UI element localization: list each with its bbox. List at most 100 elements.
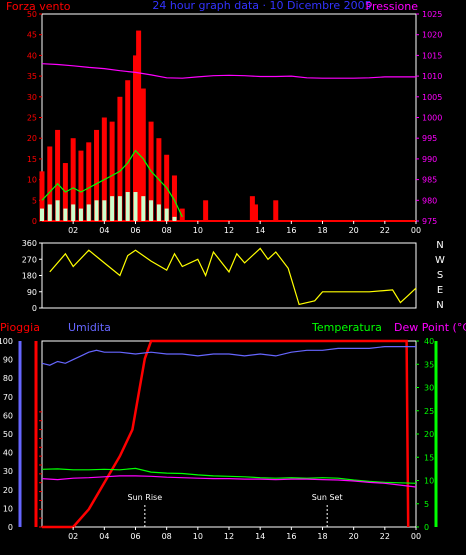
wind-bar (133, 192, 138, 221)
humidity-tick-label: 70 (3, 393, 13, 402)
temperature-tick-label: 10 (424, 477, 434, 486)
x-tick-label: 18 (317, 226, 327, 235)
wind-bar (171, 175, 177, 221)
x-tick-label: 16 (286, 532, 296, 541)
wind-bar (172, 216, 177, 221)
wind-bar (125, 192, 130, 221)
rain-humidity-temperature-panel: 01020304050607080901000510152025303540Su… (0, 337, 438, 541)
wind-bar (55, 129, 61, 221)
humidity-tick-label: 80 (3, 374, 13, 383)
x-tick-label: 20 (349, 226, 359, 235)
humidity-tick-label: 10 (3, 504, 13, 513)
wind-bar (101, 117, 107, 221)
wind-bar (86, 142, 92, 221)
y-tick-label: 90 (27, 288, 37, 297)
y-tick-label-right: 1005 (422, 93, 442, 102)
wind-bar (55, 200, 60, 221)
wind-bar (78, 208, 83, 221)
humidity-label: Umidita (68, 321, 111, 334)
x-tick-label: 12 (224, 532, 234, 541)
x-tick-label: 10 (193, 226, 203, 235)
temperature-tick-label: 40 (424, 337, 434, 346)
humidity-tick-label: 100 (0, 337, 13, 346)
x-tick-label: 10 (193, 532, 203, 541)
wind-bar (117, 96, 123, 221)
x-tick-label: 18 (317, 532, 327, 541)
x-tick-label: 00 (411, 532, 421, 541)
wind-bar (110, 196, 115, 221)
x-tick-label: 16 (286, 226, 296, 235)
y-tick-label-left: 10 (27, 176, 37, 185)
y-tick-label-right: 985 (422, 176, 437, 185)
y-tick-label: 0 (32, 304, 37, 313)
x-tick-label: 14 (255, 532, 265, 541)
temperature-tick-label: 30 (424, 384, 434, 393)
sun-marker-label: Sun Set (312, 493, 343, 502)
humidity-tick-label: 30 (3, 467, 13, 476)
humidity-tick-label: 20 (3, 486, 13, 495)
wind-bar (136, 30, 142, 222)
sun-marker-label: Sun Rise (128, 493, 163, 502)
x-tick-label: 22 (380, 226, 390, 235)
temperature-tick-label: 0 (424, 523, 429, 532)
y-tick-label-left: 0 (32, 217, 37, 226)
wind-bar (179, 208, 185, 221)
wind-bar (164, 208, 169, 221)
wind-avg-line (41, 149, 183, 218)
humidity-tick-label: 60 (3, 411, 13, 420)
wind-bar (39, 171, 45, 221)
wind-bar (252, 204, 258, 221)
y-tick-label-left: 40 (27, 51, 37, 60)
compass-label: N (436, 300, 443, 311)
x-tick-label: 02 (68, 532, 78, 541)
compass-label: S (437, 270, 443, 281)
y-tick-label-left: 35 (27, 72, 37, 81)
wind-pressure-panel: 0510152025303540455097598098599099510001… (27, 10, 443, 235)
wind-bar (156, 204, 161, 221)
humidity-tick-label: 0 (8, 523, 13, 532)
y-tick-label-right: 1015 (422, 51, 442, 60)
y-tick-label-right: 995 (422, 134, 437, 143)
y-tick-label: 180 (22, 272, 37, 281)
y-tick-label-right: 975 (422, 217, 437, 226)
compass-label: E (437, 285, 443, 296)
wind-bar (94, 129, 100, 221)
wind-bar (63, 208, 68, 221)
humidity-tick-label: 40 (3, 449, 13, 458)
wind-bar (125, 80, 131, 222)
humidity-tick-label: 90 (3, 356, 13, 365)
y-tick-label-right: 1010 (422, 72, 442, 81)
temperature-line (41, 467, 417, 484)
temperature-tick-label: 5 (424, 500, 429, 509)
y-tick-label: 360 (22, 239, 37, 248)
y-tick-label-right: 1020 (422, 31, 442, 40)
y-tick-label-right: 990 (422, 155, 437, 164)
temperature-tick-label: 20 (424, 430, 434, 439)
pressure-header-label: Pressione (366, 0, 419, 13)
wind-bar (117, 196, 122, 221)
temperature-label: Temperatura (311, 321, 382, 334)
wind-bar (86, 204, 91, 221)
wind-bar (133, 55, 138, 222)
x-tick-label: 04 (99, 226, 109, 235)
wind-bar (47, 146, 53, 221)
wind-bar (149, 200, 154, 221)
humidity-tick-label: 50 (3, 430, 13, 439)
wind-bar (78, 150, 84, 221)
y-tick-label-left: 50 (27, 10, 37, 19)
x-tick-label: 06 (130, 226, 140, 235)
dew-point-label: Dew Point (°C) (394, 321, 466, 334)
compass-label: N (436, 240, 443, 251)
x-tick-label: 02 (68, 226, 78, 235)
y-tick-label-right: 980 (422, 196, 437, 205)
x-tick-label: 08 (162, 532, 172, 541)
rain-line (42, 339, 410, 529)
wind-bar (71, 204, 76, 221)
wind-bar (203, 200, 209, 221)
y-tick-label-left: 45 (27, 31, 37, 40)
y-tick-label-left: 30 (27, 93, 37, 102)
compass-label: W (435, 255, 445, 266)
wind-bar (40, 208, 44, 221)
